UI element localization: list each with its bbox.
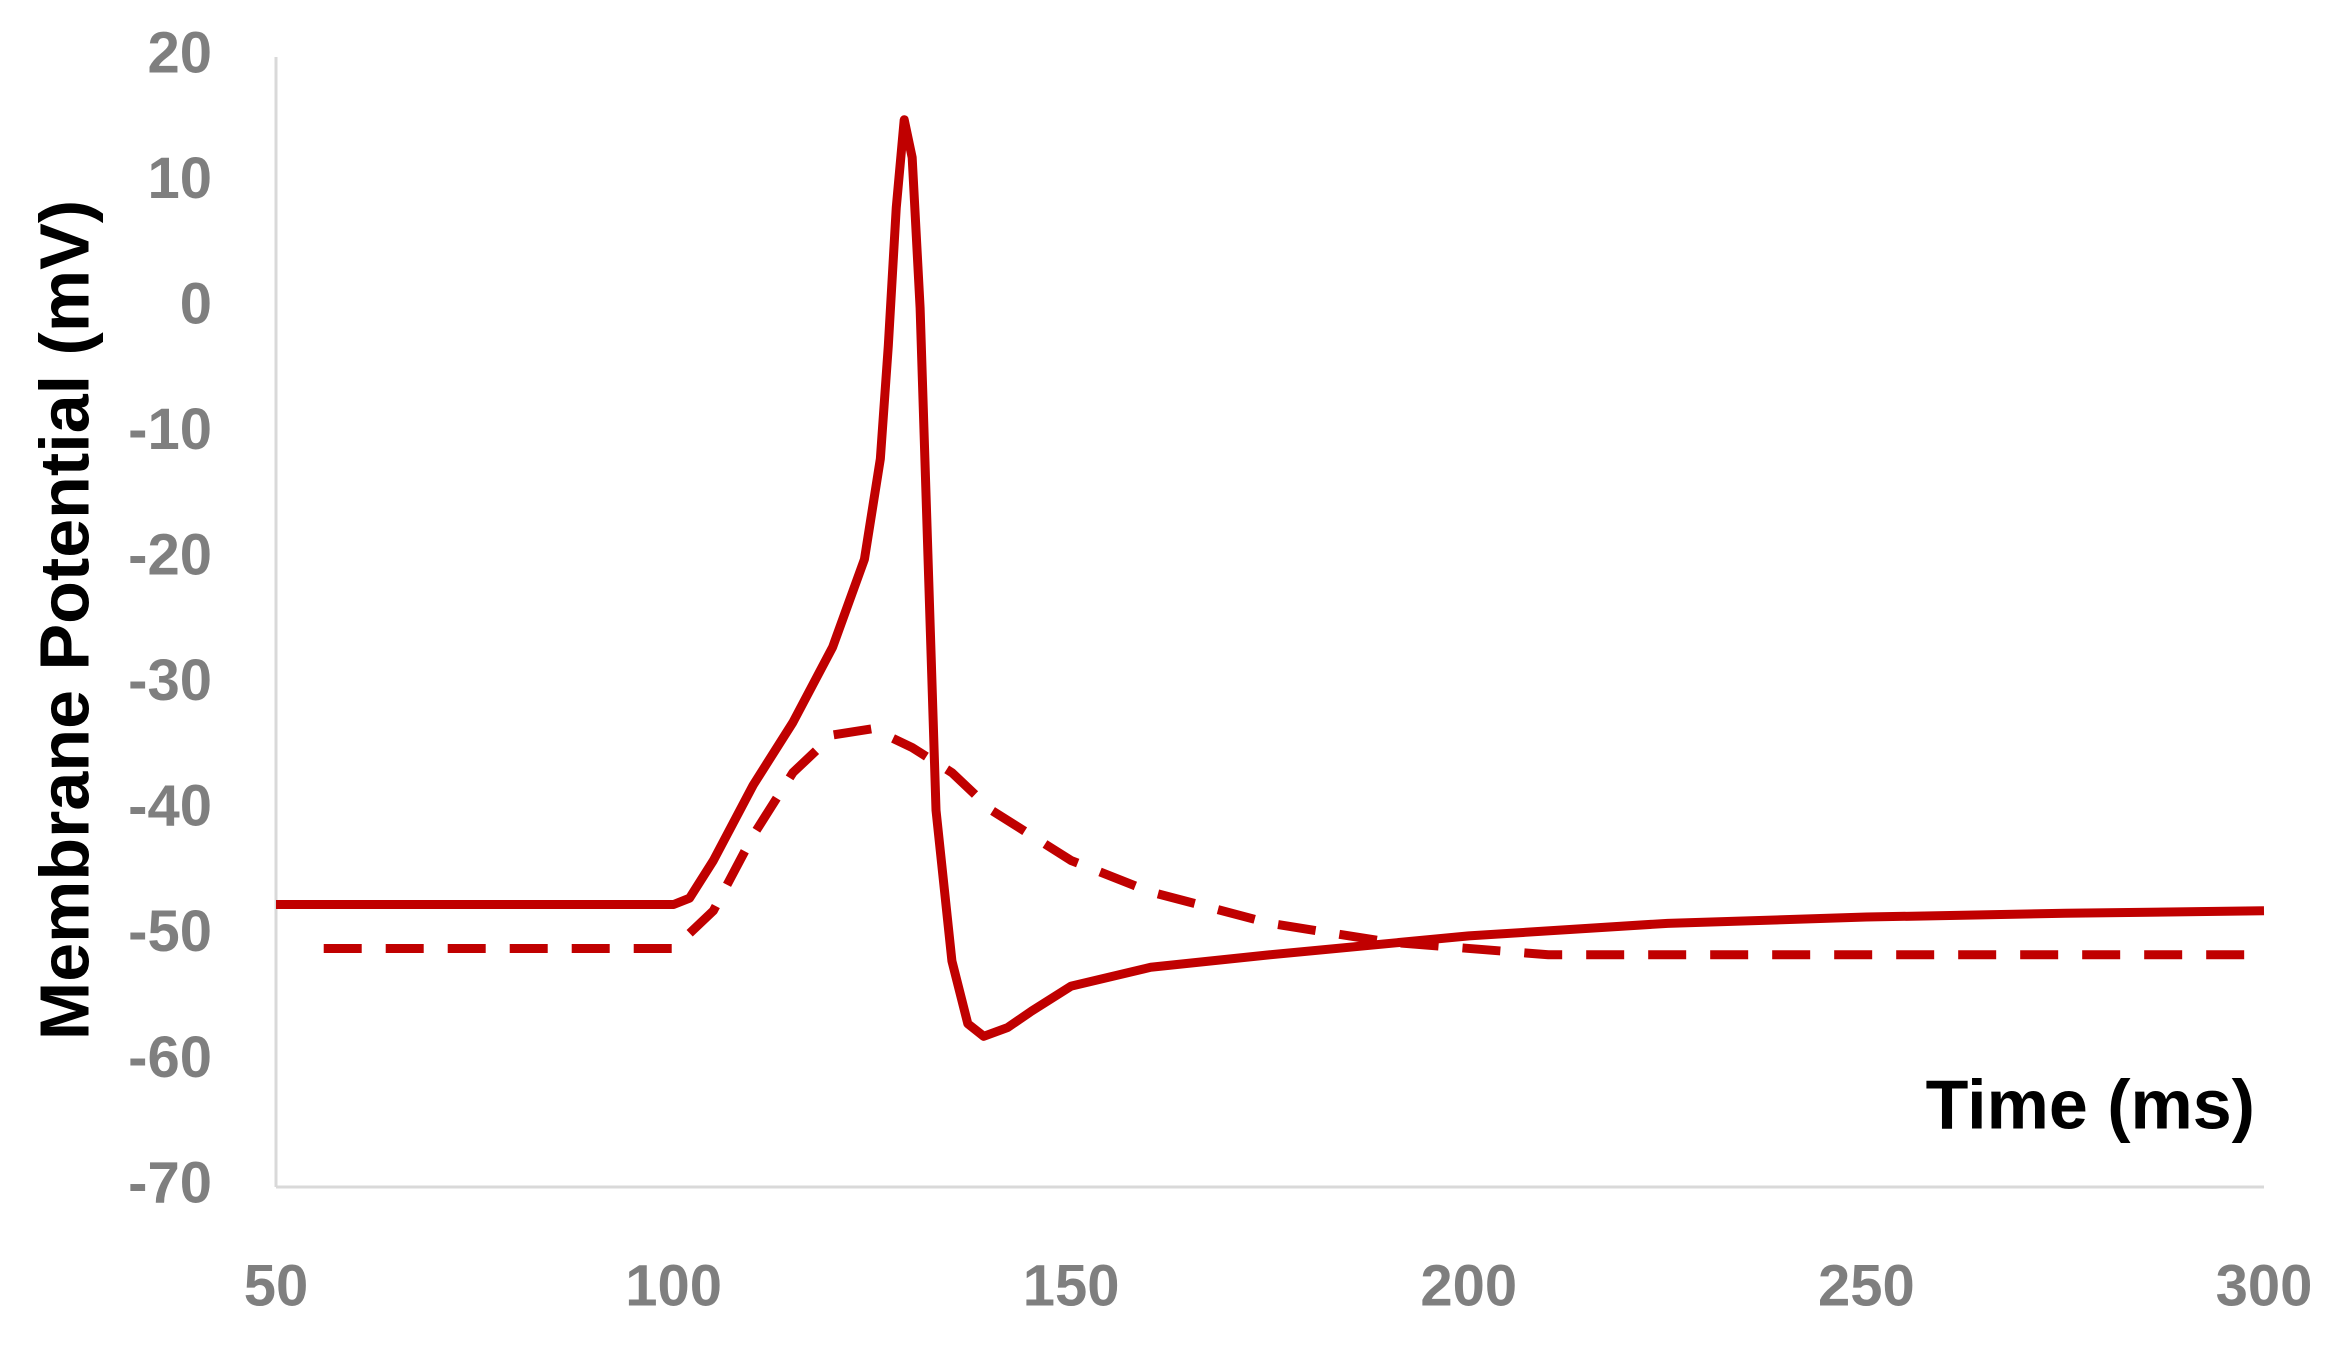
- y-tick-label: -30: [128, 648, 212, 713]
- x-tick-label: 100: [625, 1253, 722, 1318]
- y-tick-label: 0: [180, 271, 212, 336]
- y-tick-label: -40: [128, 774, 212, 839]
- line-series: [276, 115, 2265, 1041]
- x-tick-label: 150: [1023, 1253, 1120, 1318]
- y-tick-label: -10: [128, 397, 212, 462]
- y-tick-label: -60: [128, 1025, 212, 1090]
- y-tick-label: 20: [147, 20, 212, 85]
- x-tick-label: 300: [2216, 1253, 2313, 1318]
- y-tick-label: 10: [147, 146, 212, 211]
- x-tick-label: 250: [1818, 1253, 1915, 1318]
- y-tick-label: -70: [128, 1150, 212, 1215]
- y-axis-title: Membrane Potential (mV): [25, 200, 103, 1040]
- line-series: [323, 724, 2264, 960]
- x-tick-label: 50: [244, 1253, 309, 1318]
- x-axis-title: Time (ms): [1926, 1065, 2255, 1143]
- y-tick-label: -50: [128, 899, 212, 964]
- y-tick-label: -20: [128, 523, 212, 588]
- x-tick-label: 200: [1420, 1253, 1517, 1318]
